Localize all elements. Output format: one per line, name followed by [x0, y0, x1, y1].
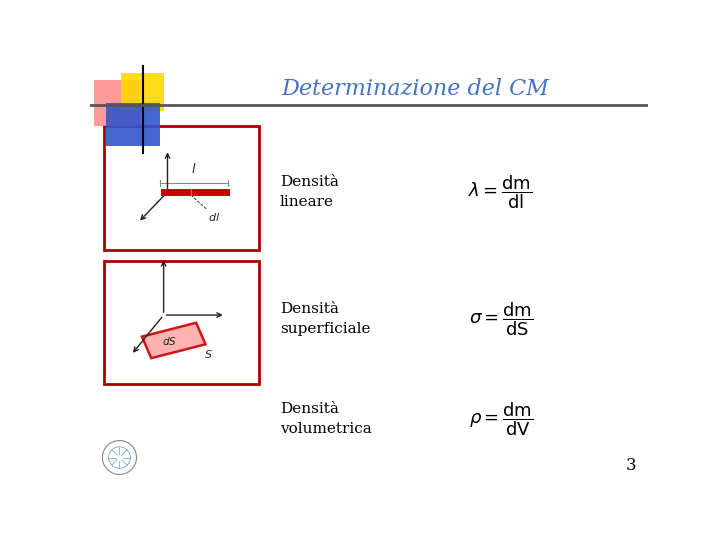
- Text: $dl$: $dl$: [208, 211, 220, 223]
- Text: $\sigma = \dfrac{\mathrm{dm}}{\mathrm{dS}}$: $\sigma = \dfrac{\mathrm{dm}}{\mathrm{dS…: [469, 300, 533, 338]
- Polygon shape: [142, 323, 205, 358]
- Polygon shape: [121, 72, 163, 111]
- Text: $\rho = \dfrac{\mathrm{dm}}{\mathrm{dV}}$: $\rho = \dfrac{\mathrm{dm}}{\mathrm{dV}}…: [469, 400, 533, 438]
- Polygon shape: [94, 80, 140, 126]
- Text: 3: 3: [626, 457, 636, 475]
- Text: Densità
volumetrica: Densità volumetrica: [280, 402, 372, 436]
- Text: Densità
lineare: Densità lineare: [280, 175, 338, 208]
- Text: $dS$: $dS$: [163, 335, 177, 347]
- Polygon shape: [106, 103, 160, 146]
- Text: Densità
superficiale: Densità superficiale: [280, 302, 370, 336]
- Bar: [104, 126, 259, 249]
- Text: Determinazione del CM: Determinazione del CM: [282, 78, 549, 100]
- Bar: [104, 261, 259, 384]
- Text: $S$: $S$: [204, 348, 212, 360]
- Text: $l$: $l$: [191, 163, 197, 177]
- Text: $\lambda = \dfrac{\mathrm{dm}}{\mathrm{dl}}$: $\lambda = \dfrac{\mathrm{dm}}{\mathrm{d…: [469, 173, 533, 211]
